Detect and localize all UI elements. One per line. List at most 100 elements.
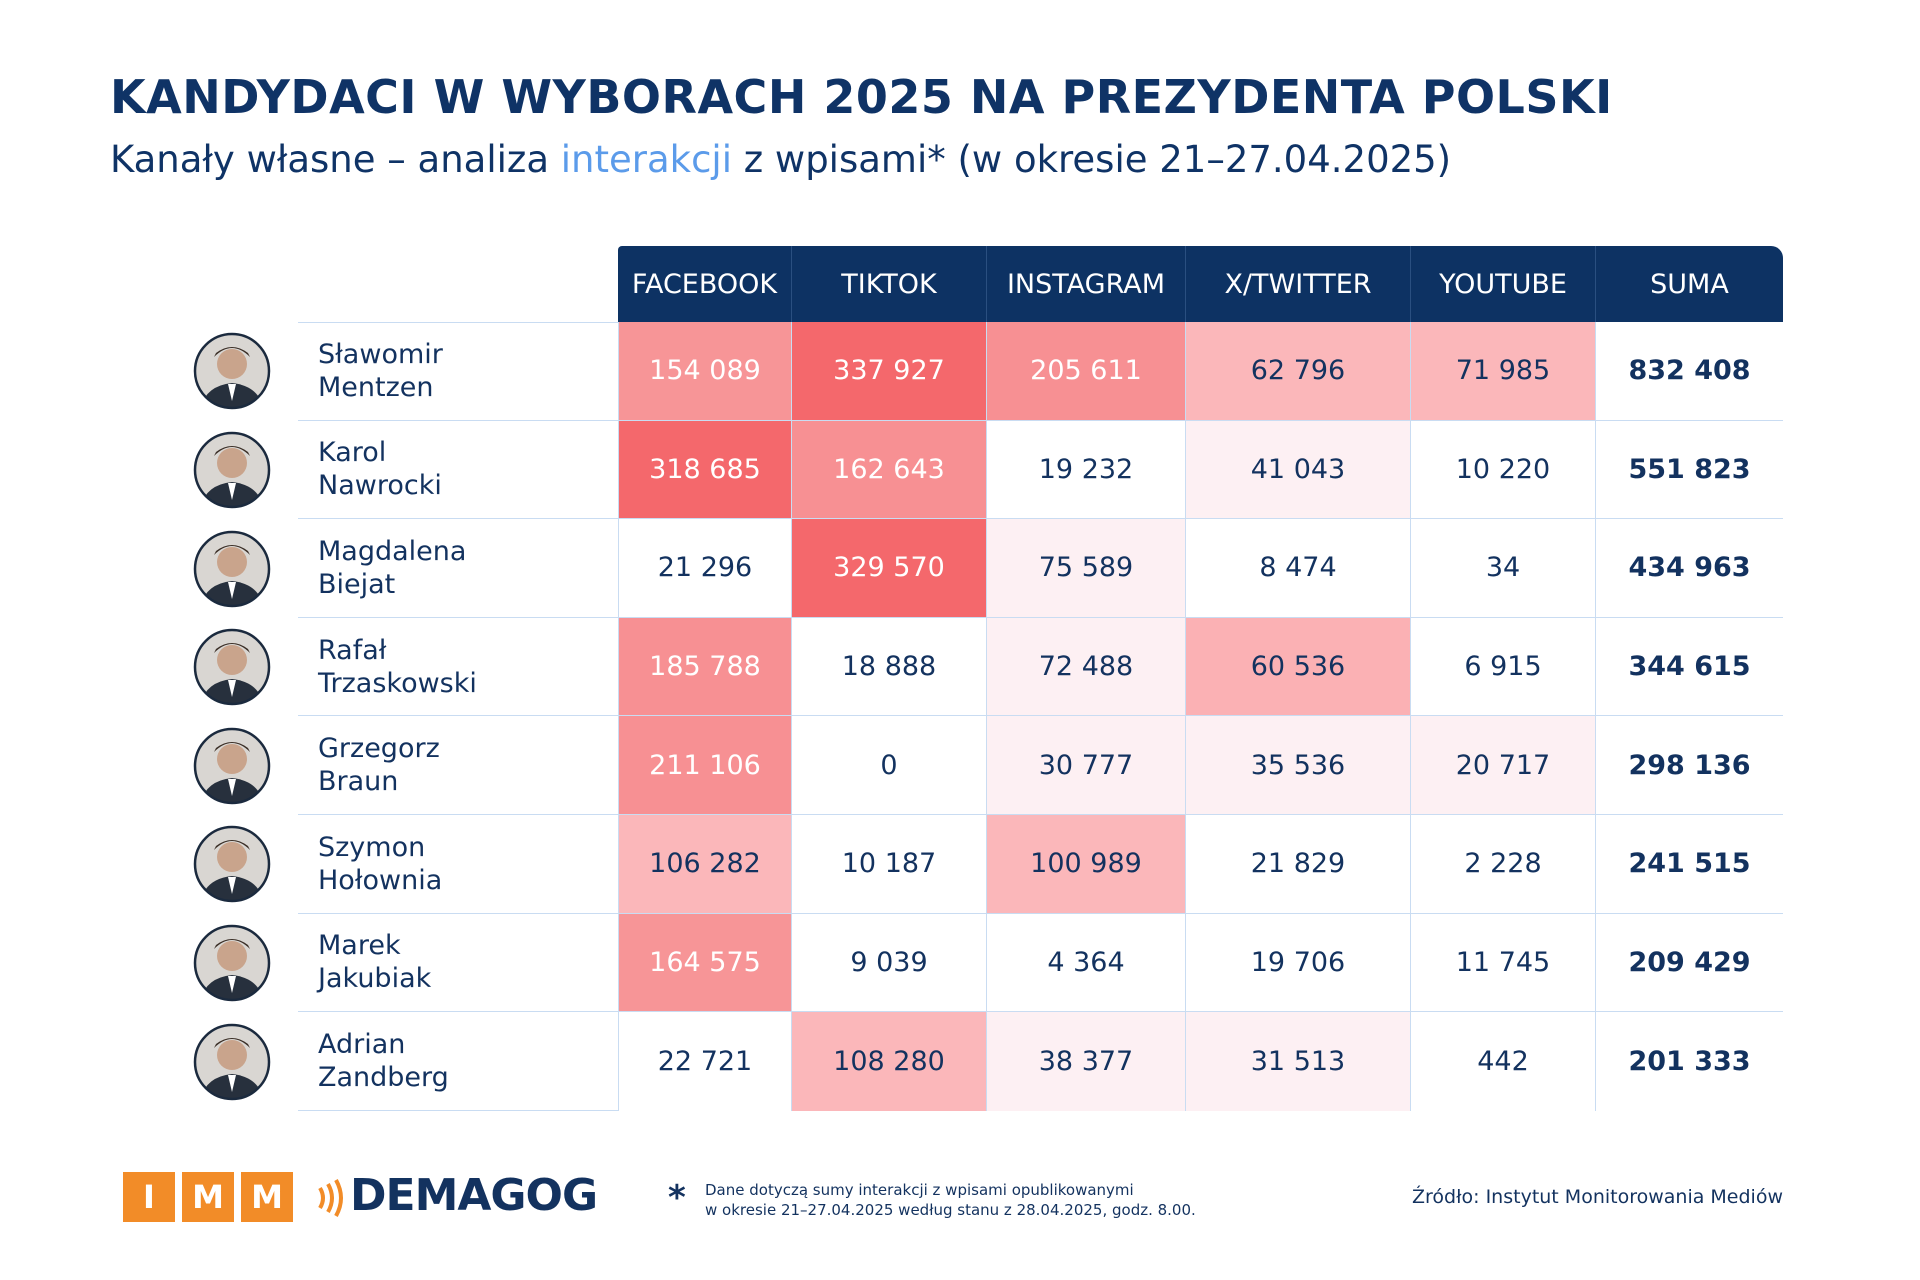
- avatar: [193, 826, 271, 903]
- value-cell: 4 364: [987, 913, 1186, 1013]
- value-cell: 211 106: [618, 716, 792, 815]
- sum-cell: 832 408: [1596, 322, 1783, 421]
- value-cell: 0: [792, 716, 987, 815]
- subtitle: Kanały własne – analiza interakcji z wpi…: [110, 138, 1451, 181]
- sum-cell: 551 823: [1596, 420, 1783, 520]
- value-cell: 60 536: [1186, 617, 1411, 717]
- first-name: Marek: [318, 930, 401, 962]
- avatar: [193, 431, 271, 509]
- value-cell: 11 745: [1411, 913, 1596, 1013]
- avatar: [193, 628, 271, 706]
- value-cell: 10 187: [792, 815, 987, 914]
- first-name: Szymon: [318, 831, 426, 863]
- last-name: Braun: [318, 766, 399, 798]
- avatar: [193, 530, 271, 607]
- candidate-name: Rafał Trzaskowski: [298, 618, 618, 717]
- title: KANDYDACI W WYBORACH 2025 NA PREZYDENTA …: [110, 70, 1613, 124]
- logo-letter: I: [123, 1172, 175, 1222]
- sum-cell: 344 615: [1596, 617, 1783, 717]
- column-header: SUMA: [1596, 246, 1783, 322]
- value-cell: 20 717: [1411, 716, 1596, 815]
- first-name: Karol: [318, 437, 387, 469]
- last-name: Jakubiak: [318, 963, 432, 995]
- value-cell: 21 829: [1186, 815, 1411, 914]
- avatar: [193, 727, 271, 804]
- value-cell: 318 685: [618, 420, 792, 520]
- column-header: INSTAGRAM: [987, 246, 1186, 322]
- column-header: FACEBOOK: [618, 246, 792, 322]
- value-cell: 8 474: [1186, 519, 1411, 618]
- avatar: [193, 924, 271, 1002]
- last-name: Nawrocki: [318, 470, 442, 502]
- value-cell: 75 589: [987, 519, 1186, 618]
- last-name: Hołownia: [318, 864, 443, 896]
- candidate-name: Magdalena Biejat: [298, 519, 618, 618]
- value-cell: 35 536: [1186, 716, 1411, 815]
- value-cell: 337 927: [792, 322, 987, 421]
- value-cell: 6 915: [1411, 617, 1596, 717]
- value-cell: 71 985: [1411, 322, 1596, 421]
- value-cell: 100 989: [987, 815, 1186, 914]
- column-header: X/TWITTER: [1186, 246, 1411, 322]
- footnote: Dane dotyczą sumy interakcji z wpisami o…: [705, 1180, 1196, 1220]
- last-name: Biejat: [318, 568, 396, 600]
- candidate-name: Karol Nawrocki: [298, 421, 618, 520]
- value-cell: 31 513: [1186, 1012, 1411, 1111]
- first-name: Adrian: [318, 1028, 406, 1060]
- value-cell: 106 282: [618, 815, 792, 914]
- value-cell: 19 706: [1186, 913, 1411, 1013]
- subtitle-text: Kanały własne – analiza: [110, 138, 549, 181]
- source: Źródło: Instytut Monitorowania Mediów: [1412, 1186, 1783, 1208]
- value-cell: 72 488: [987, 617, 1186, 717]
- value-cell: 205 611: [987, 322, 1186, 421]
- value-cell: 329 570: [792, 519, 987, 618]
- first-name: Magdalena: [318, 535, 467, 567]
- value-cell: 38 377: [987, 1012, 1186, 1111]
- value-cell: 10 220: [1411, 420, 1596, 520]
- value-cell: 34: [1411, 519, 1596, 618]
- logo-letter: M: [182, 1172, 234, 1222]
- value-cell: 442: [1411, 1012, 1596, 1111]
- value-cell: 2 228: [1411, 815, 1596, 914]
- sum-cell: 209 429: [1596, 913, 1783, 1013]
- note-mark: *: [668, 1178, 686, 1218]
- subtitle-text: z wpisami* (w okresie 21–27.04.2025): [743, 138, 1452, 181]
- sum-cell: 298 136: [1596, 716, 1783, 815]
- column-header: TIKTOK: [792, 246, 987, 322]
- candidate-name: Grzegorz Braun: [298, 716, 618, 815]
- first-name: Rafał: [318, 634, 387, 666]
- first-name: Sławomir: [318, 339, 443, 371]
- value-cell: 108 280: [792, 1012, 987, 1111]
- sum-cell: 201 333: [1596, 1012, 1783, 1111]
- first-name: Grzegorz: [318, 733, 440, 765]
- last-name: Zandberg: [318, 1061, 449, 1093]
- candidate-name: Sławomir Mentzen: [298, 322, 618, 421]
- footnote-line: w okresie 21–27.04.2025 według stanu z 2…: [705, 1201, 1196, 1219]
- value-cell: 19 232: [987, 420, 1186, 520]
- value-cell: 21 296: [618, 519, 792, 618]
- value-cell: 62 796: [1186, 322, 1411, 421]
- value-cell: 30 777: [987, 716, 1186, 815]
- sum-cell: 434 963: [1596, 519, 1783, 618]
- brand: DEMAGOG: [350, 1170, 598, 1221]
- logo-letter: M: [241, 1172, 293, 1222]
- column-header: YOUTUBE: [1411, 246, 1596, 322]
- value-cell: 164 575: [618, 913, 792, 1013]
- value-cell: 18 888: [792, 617, 987, 717]
- candidate-name: Adrian Zandberg: [298, 1012, 618, 1111]
- last-name: Mentzen: [318, 372, 434, 404]
- avatar: [193, 333, 271, 410]
- footnote-line: Dane dotyczą sumy interakcji z wpisami o…: [705, 1181, 1134, 1199]
- value-cell: 154 089: [618, 322, 792, 421]
- value-cell: 41 043: [1186, 420, 1411, 520]
- candidate-name: Marek Jakubiak: [298, 914, 618, 1013]
- subtitle-highlight: interakcji: [560, 138, 732, 181]
- last-name: Trzaskowski: [318, 667, 477, 699]
- value-cell: 9 039: [792, 913, 987, 1013]
- avatar: [193, 1023, 271, 1100]
- candidate-name: Szymon Hołownia: [298, 815, 618, 914]
- value-cell: 185 788: [618, 617, 792, 717]
- brand-icon: [318, 1179, 343, 1217]
